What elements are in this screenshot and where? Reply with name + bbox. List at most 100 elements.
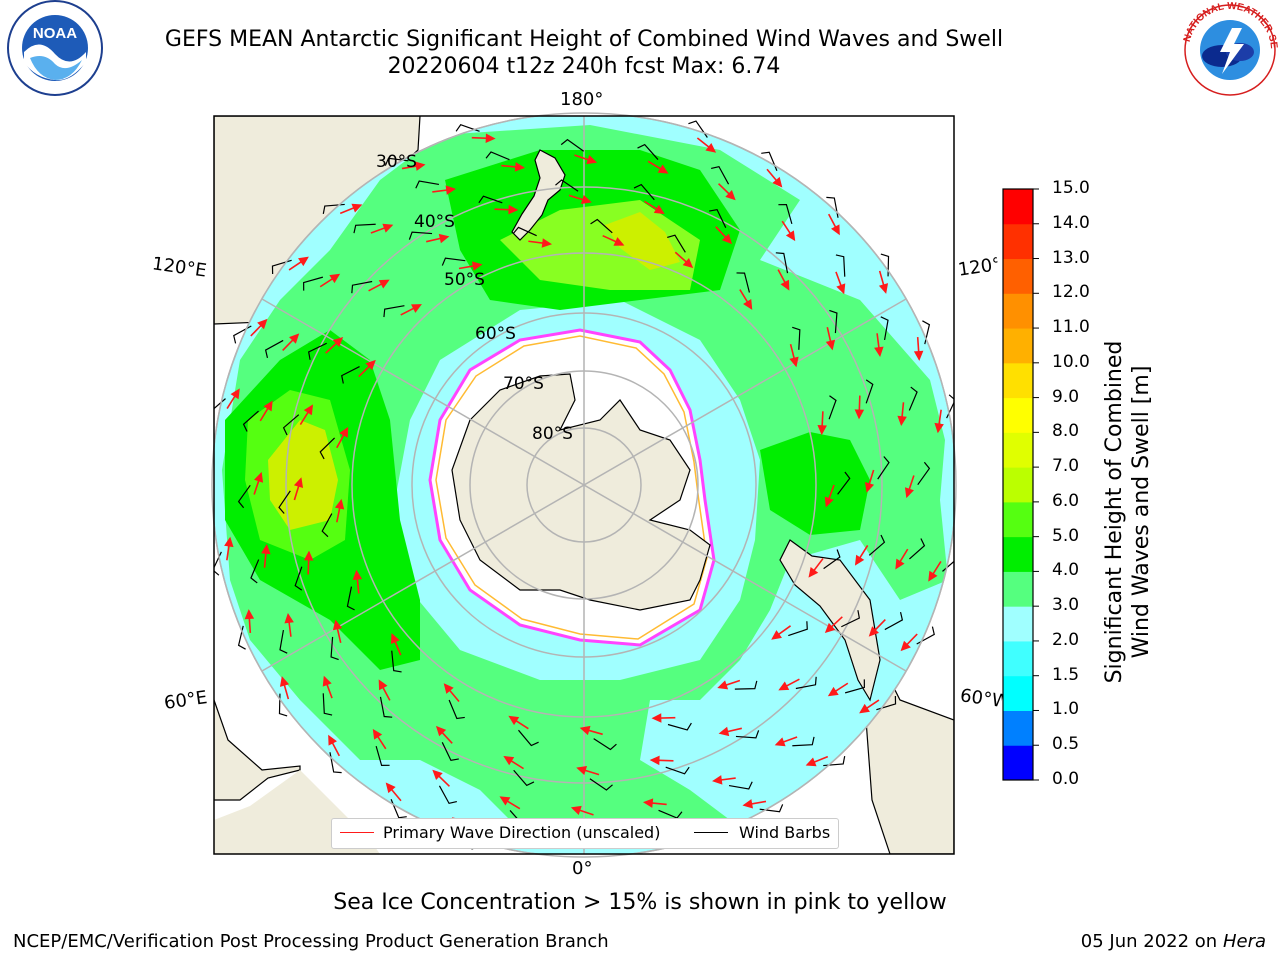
- wave-arrow-head: [854, 554, 865, 566]
- nws-logo: NATIONAL WEATHER SERVICE: [0, 0, 1279, 96]
- wave-arrow-head: [244, 609, 255, 620]
- colorbar-segment: [1003, 397, 1033, 433]
- wind-barb: [346, 586, 355, 611]
- wind-barb: [735, 730, 760, 739]
- wave-arrow-head: [717, 680, 729, 690]
- wave-arrow-head: [904, 487, 914, 499]
- chart-title: GEFS MEAN Antarctic Significant Height o…: [164, 27, 1004, 52]
- wave-arrow-head: [328, 734, 337, 746]
- wave-arrow-head: [372, 728, 383, 740]
- colorbar: [1002, 188, 1039, 781]
- wind-barb: [321, 513, 333, 538]
- wave-arrow-head: [382, 223, 394, 233]
- wind-barb: [319, 437, 336, 460]
- wind-barb: [590, 218, 613, 234]
- wave-arrow-head: [824, 622, 836, 634]
- wave-arrow-head: [332, 619, 343, 631]
- wave-arrow-head: [445, 185, 456, 195]
- wave-arrow-head: [438, 233, 450, 244]
- wave-arrow-head: [339, 426, 349, 438]
- wind-barb: [828, 395, 837, 420]
- wave-arrow-head: [261, 543, 271, 555]
- wave-arrow-head: [230, 388, 240, 400]
- wave-arrow-head: [332, 336, 344, 348]
- wind-barb: [829, 309, 838, 334]
- wave-arrow-head: [293, 477, 304, 489]
- wave-arrow-head: [415, 161, 426, 171]
- footer-date-text: 05 Jun 2022 on: [1080, 931, 1218, 952]
- wave-arrow-head: [298, 256, 309, 267]
- wind-barb: [877, 456, 890, 480]
- wind-barb: [844, 679, 865, 694]
- wave-arrow-head: [774, 737, 786, 747]
- antarctica-ice-edge-yellow: [435, 335, 708, 640]
- wave-arrow-head: [351, 203, 363, 213]
- lat-label-70s: 70°S: [503, 374, 544, 394]
- colorbar-tick-label: 2.0: [1052, 629, 1080, 650]
- colorbar-tick-label: 5.0: [1052, 525, 1080, 546]
- colorbar-frame: [1002, 188, 1034, 781]
- legend-swatch-barbs: [694, 832, 728, 833]
- wind-barb: [880, 316, 889, 341]
- colorbar-title-line2: Wind Waves and Swell [m]: [1129, 365, 1154, 659]
- wave-arrow-head: [334, 498, 345, 510]
- wind-barb: [282, 414, 300, 436]
- wind-barb: [736, 272, 751, 293]
- wave-arrow-head: [897, 415, 907, 427]
- colorbar-segment: [1003, 501, 1033, 538]
- wind-barb: [441, 742, 459, 761]
- wave-arrow-head: [254, 471, 264, 483]
- wind-barb: [512, 226, 537, 237]
- colorbar-tick-label: 7.0: [1052, 456, 1080, 477]
- wave-arrow-head: [780, 279, 790, 291]
- wave-arrow-head: [718, 726, 730, 737]
- wave-arrow-head: [864, 481, 875, 493]
- legend-label-barbs: Wind Barbs: [739, 823, 831, 842]
- colorbar-tick-label: 15.0: [1052, 178, 1090, 198]
- sea-ice-caption: Sea Ice Concentration > 15% is shown in …: [333, 890, 947, 915]
- wind-barb: [375, 745, 390, 766]
- wind-barb: [823, 549, 841, 570]
- wave-arrow-head: [868, 626, 879, 637]
- wind-barb: [667, 234, 686, 253]
- lon-label-180: 180°: [560, 89, 604, 110]
- wave-arrow-head: [721, 233, 733, 245]
- wave-arrow-head: [443, 683, 454, 694]
- wind-barb: [408, 231, 433, 240]
- lat-label-60s: 60°S: [475, 324, 516, 344]
- map-frame: [213, 115, 955, 855]
- wave-arrow-head: [682, 257, 694, 269]
- lat-label-40s: 40°S: [414, 212, 455, 232]
- colorbar-tick-label: 0.5: [1052, 734, 1080, 755]
- colorbar-tick-label: 12.0: [1052, 282, 1090, 303]
- wind-barb: [709, 209, 727, 228]
- wind-barb: [868, 534, 886, 556]
- wave-arrow-head: [576, 765, 588, 776]
- wave-arrow-head: [874, 346, 884, 357]
- colorbar-segment: [1003, 571, 1033, 607]
- colorbar-segment: [1003, 432, 1033, 468]
- colorbar-segment: [1003, 536, 1033, 572]
- wind-barb: [778, 204, 793, 225]
- colorbar-tick-label: 3.0: [1052, 595, 1080, 616]
- wind-barb: [633, 183, 655, 201]
- wave-arrow-head: [378, 279, 390, 289]
- footer-host: Hera: [1222, 931, 1266, 952]
- wind-barb: [835, 254, 846, 277]
- wave-arrow-head: [485, 133, 496, 143]
- chart-subtitle: 20220604 t12z 240h fcst Max: 6.74: [387, 54, 781, 79]
- wave-arrow-head: [303, 404, 314, 416]
- wind-barb: [917, 461, 931, 486]
- wave-arrow-head: [514, 162, 526, 172]
- wind-barb: [555, 179, 579, 192]
- colorbar-tick-label: 4.0: [1052, 560, 1080, 581]
- wave-arrow-head: [471, 261, 483, 271]
- wind-barb: [237, 484, 251, 509]
- wind-barb: [383, 305, 405, 318]
- wind-barb: [865, 379, 874, 404]
- wave-arrow-head: [580, 194, 592, 205]
- wind-barb: [593, 738, 617, 751]
- wind-barb: [841, 610, 860, 628]
- wind-barb: [303, 276, 324, 291]
- colorbar-segment: [1003, 223, 1033, 260]
